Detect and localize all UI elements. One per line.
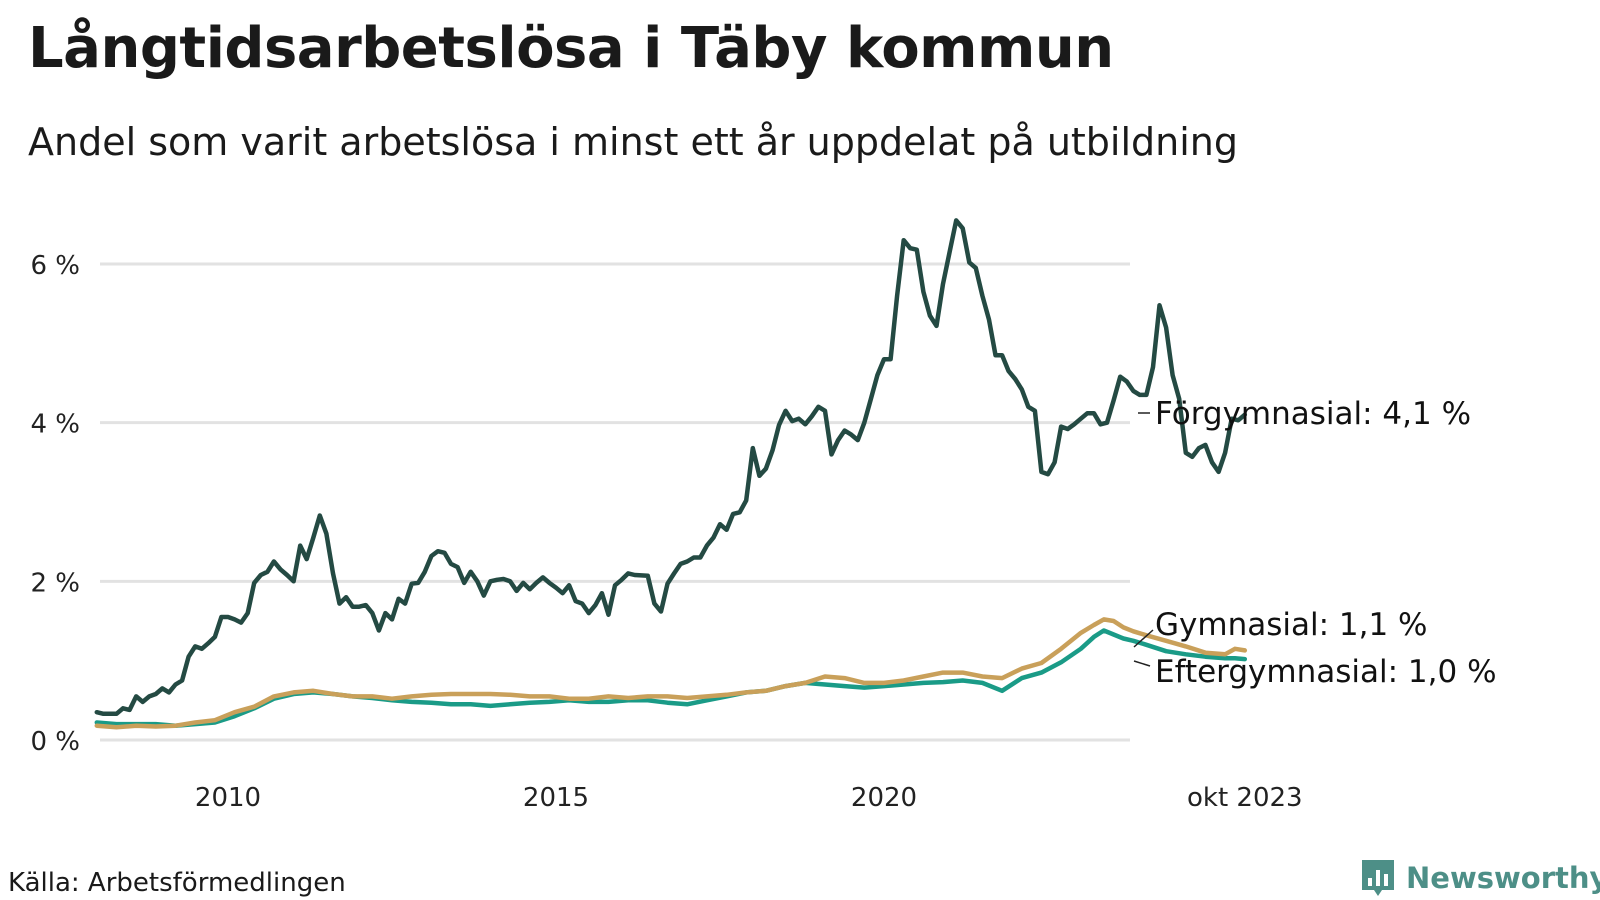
series-label-gymnasial: Gymnasial: 1,1 % — [1155, 607, 1428, 643]
brand-name: Newsworthy — [1406, 861, 1600, 895]
source-note: Källa: Arbetsförmedlingen — [8, 868, 346, 898]
chart-subtitle: Andel som varit arbetslösa i minst ett å… — [28, 120, 1239, 164]
x-tick-label: 2010 — [195, 783, 261, 813]
label-leader-line — [1133, 629, 1154, 648]
y-tick-label: 2 % — [30, 568, 80, 598]
bar-chart-logo-icon — [1362, 860, 1394, 896]
y-tick-label: 4 % — [30, 410, 80, 440]
x-tick-label: okt 2023 — [1187, 783, 1303, 813]
x-tick-label: 2015 — [523, 783, 589, 813]
y-tick-label: 0 % — [30, 727, 80, 757]
y-tick-label: 6 % — [30, 251, 80, 281]
brand-logo[interactable]: Newsworthy — [1360, 858, 1600, 898]
series-line-eftergymnasial[interactable] — [94, 628, 1248, 728]
series-label-eftergymnasial: Eftergymnasial: 1,0 % — [1155, 654, 1497, 690]
chart-title: Långtidsarbetslösa i Täby kommun — [28, 16, 1114, 81]
x-tick-label: 2020 — [851, 783, 917, 813]
label-leader-line — [1133, 660, 1151, 667]
series-label-förgymnasial: Förgymnasial: 4,1 % — [1155, 396, 1471, 432]
series-line-förgymnasial[interactable] — [94, 218, 1248, 717]
series-line-gymnasial[interactable] — [94, 617, 1248, 730]
